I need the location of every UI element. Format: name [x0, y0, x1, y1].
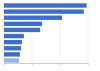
bar	[4, 58, 19, 62]
tick	[32, 63, 33, 65]
bar	[4, 40, 22, 44]
chart	[0, 0, 100, 71]
tick	[88, 63, 89, 65]
tick-mark	[88, 63, 89, 65]
tick-mark	[32, 63, 33, 65]
bar	[4, 46, 21, 50]
grid	[4, 3, 88, 63]
tick-mark	[4, 63, 5, 65]
bar	[4, 22, 42, 26]
bar	[4, 28, 40, 32]
bar	[4, 3, 87, 7]
tick	[60, 63, 61, 65]
tick-mark	[60, 63, 61, 65]
bar	[4, 52, 20, 56]
bar	[4, 9, 84, 13]
bar	[4, 34, 24, 38]
tick	[4, 63, 5, 65]
bar	[4, 16, 62, 20]
grid-line	[88, 3, 89, 63]
plot	[4, 3, 89, 65]
bars	[4, 3, 87, 62]
x-axis	[5, 63, 89, 65]
axis-line	[5, 64, 89, 66]
